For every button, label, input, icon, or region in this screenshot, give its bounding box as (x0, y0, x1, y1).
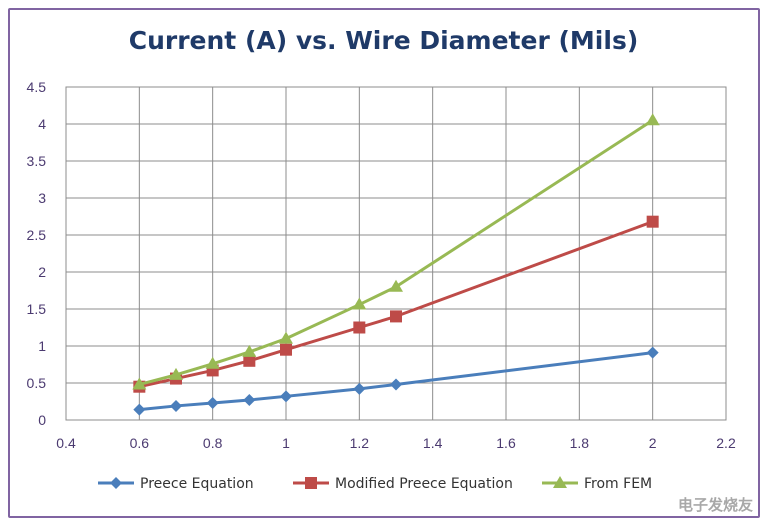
data-point-series-1 (243, 394, 256, 407)
data-point-series-2 (353, 321, 366, 334)
y-tick-label: 4 (38, 116, 46, 132)
data-point-series-1 (170, 399, 182, 412)
data-point-series-3 (205, 356, 220, 369)
x-tick-label: 1.4 (423, 435, 443, 451)
x-tick-label: 2.2 (716, 435, 736, 451)
data-point-series-1 (646, 346, 659, 359)
x-tick-label: 1.8 (570, 435, 590, 451)
y-tick-label: 2.5 (27, 227, 47, 243)
y-tick-label: 2 (38, 264, 46, 280)
data-point-series-3 (352, 297, 367, 310)
y-tick-label: 0.5 (27, 375, 47, 391)
x-tick-label: 0.4 (56, 435, 76, 451)
x-tick-label: 0.6 (130, 435, 150, 451)
series-line-1 (139, 351, 653, 412)
data-point-series-3 (389, 279, 403, 292)
data-point-series-2 (243, 354, 256, 367)
chart-title: Current (A) vs. Wire Diameter (Mils) (128, 26, 639, 55)
x-tick-label: 0.8 (203, 435, 223, 451)
y-tick-label: 4.5 (27, 79, 47, 95)
data-point-series-1 (133, 403, 146, 416)
y-tick-label: 1 (38, 338, 46, 354)
watermark-logo: 电子发烧友 (677, 496, 753, 514)
data-point-series-1 (353, 382, 366, 395)
series-line-3 (138, 119, 654, 386)
data-point-series-1 (206, 396, 219, 409)
data-point-series-3 (132, 377, 147, 390)
legend-marker-3 (553, 476, 567, 488)
data-point-series-2 (646, 215, 659, 228)
data-point-series-3 (242, 344, 257, 357)
y-tick-label: 1.5 (27, 301, 47, 317)
data-point-series-1 (390, 378, 402, 391)
data-point-series-3 (169, 367, 183, 380)
x-tick-label: 1.6 (496, 435, 516, 451)
x-tick-label: 2 (649, 435, 657, 451)
legend-label-3: From FEM (584, 476, 652, 492)
data-point-series-3 (645, 113, 660, 126)
data-point-series-2 (280, 343, 292, 356)
y-tick-label: 3 (38, 190, 46, 206)
legend-marker-1 (110, 477, 122, 489)
data-point-series-1 (280, 390, 292, 403)
legend-label-2: Modified Preece Equation (335, 476, 513, 492)
x-tick-label: 1.2 (350, 435, 370, 451)
y-tick-label: 3.5 (27, 153, 47, 169)
series-line-2 (139, 220, 654, 389)
legend-label-1: Preece Equation (140, 476, 254, 492)
y-tick-label: 0 (38, 412, 46, 428)
data-point-series-3 (279, 331, 293, 344)
legend-marker-2 (305, 477, 317, 489)
x-tick-label: 1 (282, 435, 290, 451)
data-point-series-2 (390, 310, 402, 323)
